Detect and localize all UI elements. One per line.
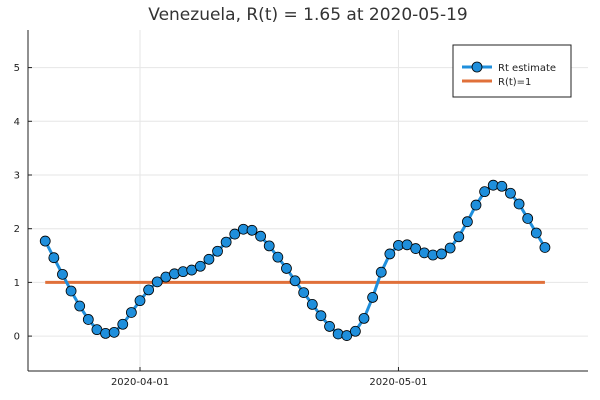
rt-point-28 [281,263,292,274]
rt-point-48 [453,231,465,243]
rt-point-27 [272,251,284,263]
legend-swatch-rt-marker [471,61,483,73]
rt-point-54 [505,187,516,199]
rt-point-49 [461,216,473,228]
rt-point-29 [289,275,301,287]
rt-point-22 [229,228,241,240]
rt-point-56 [522,213,534,224]
rt-point-31 [306,299,318,310]
rt-point-2 [57,268,68,280]
rt-point-33 [324,321,335,332]
y-tick-label-0: 0 [14,332,20,343]
rt-estimate-line [43,183,547,338]
rt-point-39 [375,266,387,278]
rt-point-9 [117,318,129,330]
rt-point-36 [349,325,361,337]
rt-point-3 [65,285,77,297]
legend-label-rt-estimate: Rt estimate [498,63,556,74]
rt-point-51 [479,186,491,198]
y-tick-label-5: 5 [14,63,20,74]
x-tick-label-1: 2020-05-01 [369,377,427,388]
legend-label-threshold: R(t)=1 [498,77,531,88]
y-tick-label-2: 2 [14,224,20,235]
rt-point-58 [539,242,551,253]
rt-point-47 [444,242,456,254]
rt-point-55 [513,198,525,210]
legend: Rt estimate R(t)=1 [452,44,572,98]
rt-point-32 [315,310,327,322]
x-tick-label-0: 2020-04-01 [111,377,169,388]
rt-point-40 [384,248,396,260]
series-layer [39,179,551,341]
rt-point-30 [298,287,310,299]
rt-point-37 [358,312,370,324]
rt-point-12 [143,284,155,296]
rt-point-53 [496,180,508,192]
rt-point-38 [367,292,379,303]
rt-point-5 [82,314,94,325]
rt-point-11 [134,295,146,307]
rt-point-8 [108,326,120,338]
y-tick-label-3: 3 [14,170,20,181]
rt-point-18 [194,260,206,272]
legend-box [452,44,572,98]
axis-layer: 0 1 2 3 4 5 2020-04-01 2020-05-01 [14,30,588,388]
chart-title: Venezuela, R(t) = 1.65 at 2020-05-19 [148,5,467,25]
rt-point-50 [470,199,482,211]
rt-point-57 [530,227,542,239]
rt-point-46 [436,248,447,260]
rt-point-43 [410,243,422,254]
y-tick-label-4: 4 [14,117,20,128]
y-tick-label-1: 1 [14,278,20,289]
rt-point-20 [212,245,223,257]
rt-point-1 [48,252,60,264]
rt-point-24 [246,224,258,236]
rt-point-35 [341,330,353,341]
rt-point-21 [220,236,232,248]
rt-point-13 [151,276,163,288]
rt-point-19 [203,253,215,265]
rt-point-25 [255,230,267,242]
rt-point-0 [39,235,51,247]
rt-point-26 [263,240,275,252]
rt-point-4 [74,300,86,312]
rt-point-10 [125,307,137,318]
